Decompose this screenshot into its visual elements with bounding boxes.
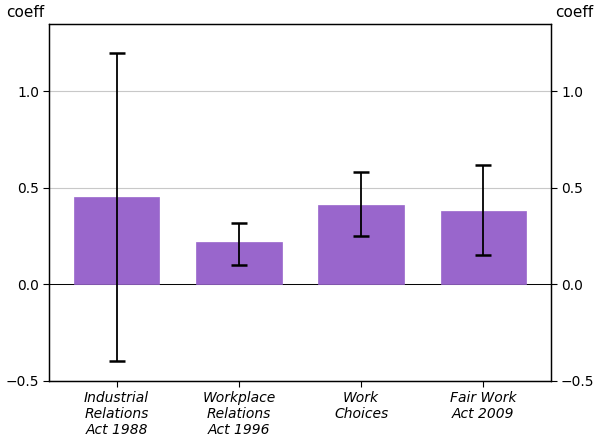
Text: coeff: coeff [7,5,44,20]
Text: coeff: coeff [556,5,593,20]
Bar [319,205,404,284]
Bar [74,198,160,284]
Bar [196,242,281,284]
Bar [440,211,526,284]
